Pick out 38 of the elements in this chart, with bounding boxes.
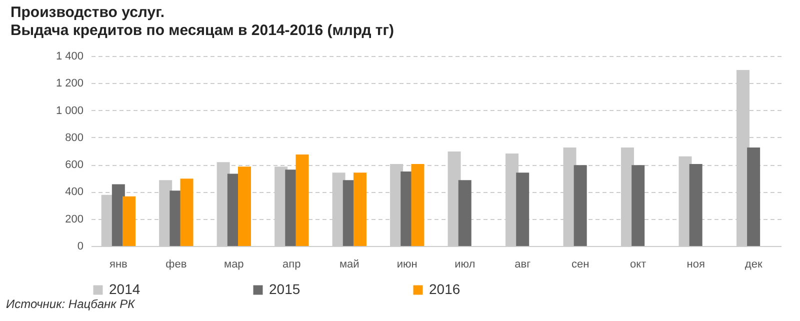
x-tick-label: май [339, 258, 360, 270]
x-tick-label: апр [282, 258, 301, 270]
bar [632, 165, 645, 246]
x-tick-label: дек [744, 258, 762, 270]
bar [122, 196, 136, 246]
y-tick-label: 0 [77, 240, 84, 252]
x-tick-label: сен [572, 258, 590, 270]
x-tick-label: мар [224, 258, 244, 270]
bar [689, 164, 702, 246]
y-tick-label: 800 [65, 132, 84, 144]
x-tick-label: янв [109, 258, 128, 270]
y-tick-label: 1 000 [56, 104, 84, 117]
bar [296, 154, 309, 246]
legend-label: 2016 [429, 281, 460, 297]
chart-subtitle: Выдача кредитов по месяцам в 2014-2016 (млрд тг) [10, 22, 394, 39]
y-tick-label: 600 [65, 159, 84, 172]
bar [516, 172, 530, 246]
legend-label: 2015 [269, 281, 300, 297]
chart-title: Производство услуг. [10, 4, 165, 21]
bar [574, 165, 587, 246]
y-tick-label: 1 200 [56, 78, 84, 90]
text: Источник: Нацбанк РК [5, 297, 136, 311]
bar [458, 180, 472, 246]
bar [747, 147, 760, 246]
x-tick-label: июл [454, 258, 476, 270]
bar [353, 172, 366, 246]
y-tick-label: 400 [65, 186, 84, 198]
bar [411, 164, 424, 246]
x-tick-label: июн [396, 258, 418, 270]
x-tick-label: окт [630, 258, 646, 270]
x-tick-label: авг [514, 258, 531, 270]
y-tick-label: 1 400 [56, 50, 84, 62]
y-tick-label: 200 [65, 213, 84, 226]
bar [180, 178, 194, 246]
legend-label: 2014 [109, 281, 140, 297]
x-tick-label: фев [166, 258, 187, 270]
bar [238, 166, 251, 246]
x-tick-label: ноя [686, 258, 705, 270]
